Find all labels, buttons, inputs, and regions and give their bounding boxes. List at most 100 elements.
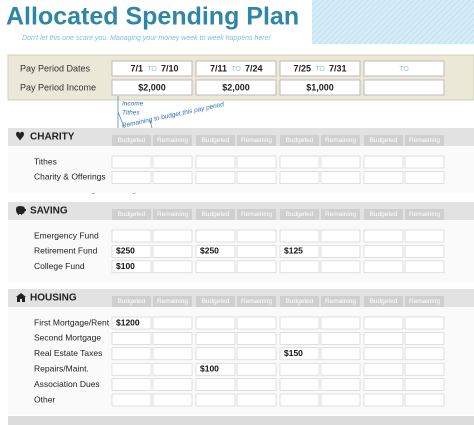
cell [195,171,236,184]
cell [236,260,277,274]
section-body [8,146,474,193]
cell [279,171,320,184]
cell [363,260,404,274]
date-box [111,60,193,77]
row-label: Second Mortgage [34,333,101,343]
period-start: 7/1 [130,63,143,73]
cell [111,378,152,391]
column-header-cell [280,296,319,307]
cell [320,155,361,169]
column-header-cell [280,135,319,146]
dates-label: Pay Period Dates [20,63,91,73]
column-header: Remaining [157,211,188,218]
date-box [195,60,277,77]
cell [111,347,152,361]
cell [152,378,193,391]
cell [320,393,361,407]
cell [363,171,404,184]
column-header-cell [364,296,403,307]
column-header: Remaining [241,137,272,144]
budgeted-value: $1200 [116,317,140,327]
section-name: SAVING [30,206,68,217]
cell [152,393,193,407]
cell [279,378,320,391]
column-header-cell [112,135,151,146]
cell [152,245,193,258]
row-label: Tithes [34,156,57,166]
cell [152,155,193,169]
cell [404,155,445,169]
column-header: Remaining [409,298,440,305]
section-name: CHARITY [30,132,75,143]
cell [363,332,404,345]
to-label: TO [231,66,241,73]
column-header-cell [280,209,319,220]
income-box [195,79,277,96]
cell [404,393,445,407]
column-header-cell [196,209,235,220]
column-header: Budgeted [286,298,314,305]
budgeted-value: $150 [284,348,303,358]
column-header: Remaining [409,137,440,144]
to-label: TO [399,66,409,73]
subtitle: Don't let this one scare you. Managing y… [22,35,270,42]
cell [152,332,193,345]
cell [363,245,404,258]
annotation: Income [122,101,144,108]
period-income: $1,000 [306,82,334,92]
header-decoration [312,0,474,44]
cell [404,362,445,376]
row-label: First Mortgage/Rent [34,317,110,327]
section-icon [16,206,26,215]
column-header: Remaining [409,211,440,218]
cell [236,347,277,361]
annotation: Tithes [122,110,140,117]
cell [363,316,404,330]
cell [195,316,236,330]
column-header-cell [321,135,360,146]
period-income: $2,000 [138,82,166,92]
period-income: $2,000 [222,82,250,92]
cell [363,362,404,376]
column-header-cell [237,296,276,307]
cell [320,347,361,361]
column-header: Budgeted [118,298,146,305]
income-box [111,79,193,96]
cell [195,332,236,345]
cell [195,229,236,243]
cell [236,229,277,243]
column-header-cell [405,209,444,220]
income-box [279,79,361,96]
cell [236,316,277,330]
column-header-cell [196,135,235,146]
cell [111,245,152,258]
column-header-cell [153,209,192,220]
to-label: TO [315,66,325,73]
cell [236,362,277,376]
title: Allocated Spending Plan [6,3,299,31]
column-header: Budgeted [118,137,146,144]
cell [152,260,193,274]
column-header: Remaining [325,298,356,305]
cell [363,393,404,407]
cell [320,316,361,330]
column-header: Budgeted [202,211,230,218]
cell [279,332,320,345]
row-label: Repairs/Maint. [34,363,89,373]
cell [320,332,361,345]
period-end: 7/31 [329,63,347,73]
column-header: Remaining [157,298,188,305]
row-label: Emergency Fund [34,230,99,240]
period-end: 7/24 [245,63,263,73]
cell [279,393,320,407]
row-label: Retirement Fund [34,246,98,256]
cell [404,171,445,184]
column-header: Budgeted [118,211,146,218]
cell [152,171,193,184]
column-header: Remaining [325,137,356,144]
cell [404,332,445,345]
cell [236,245,277,258]
cell [152,316,193,330]
cell [195,245,236,258]
